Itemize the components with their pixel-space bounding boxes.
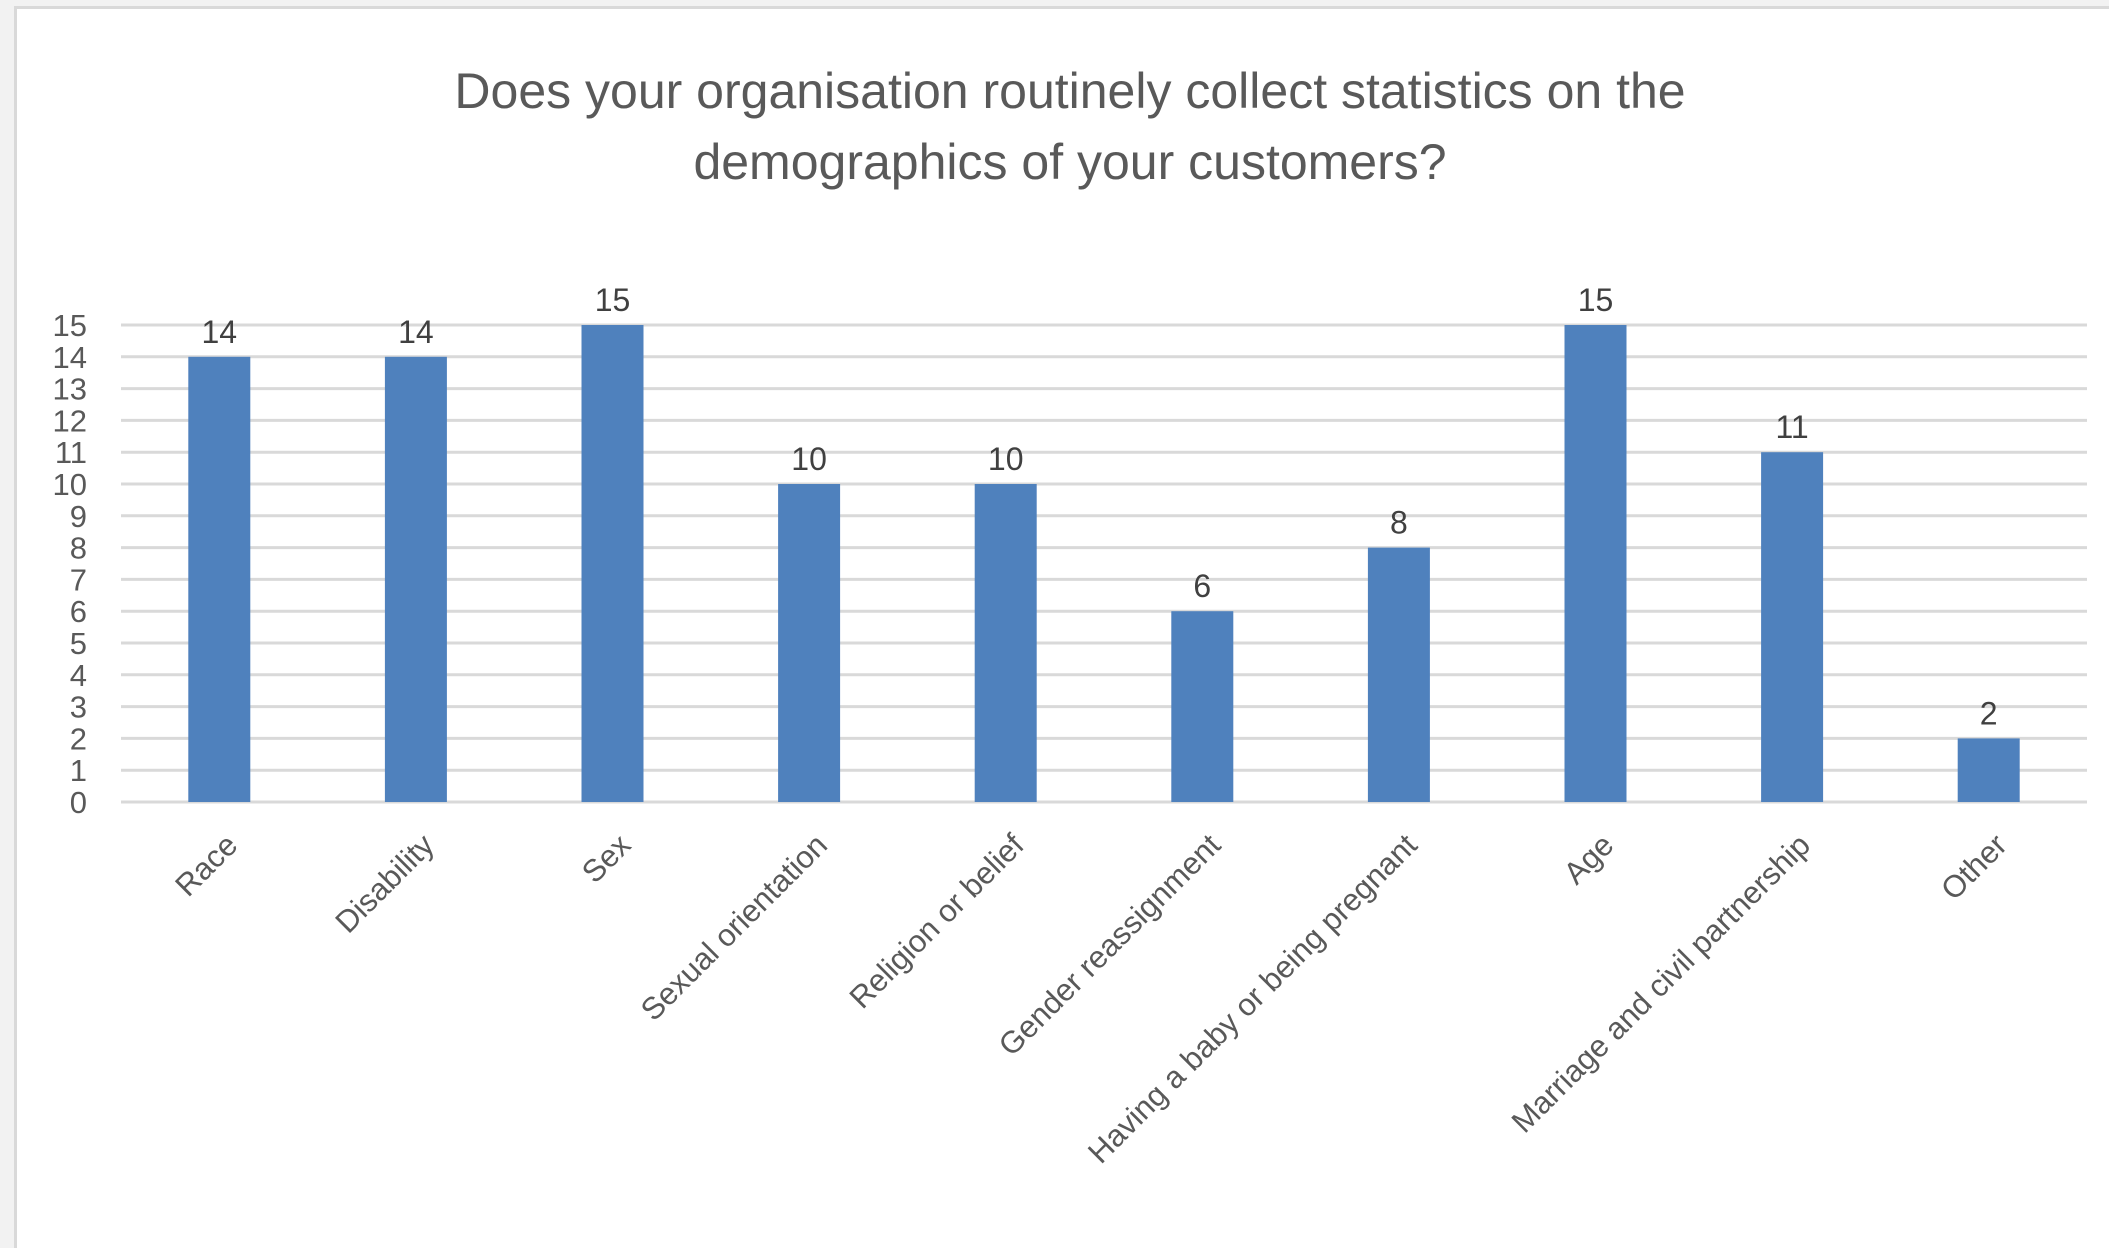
data-label: 14: [398, 314, 434, 350]
data-label: 15: [1578, 282, 1614, 318]
bar: [1957, 738, 2020, 802]
data-label: 15: [595, 282, 631, 318]
y-tick-label: 1: [70, 753, 87, 788]
y-tick-label: 5: [70, 626, 87, 661]
data-label: 6: [1193, 568, 1211, 604]
data-label: 10: [791, 441, 827, 477]
x-tick-label: Marriage and civil partnership: [1505, 827, 1817, 1139]
x-tick-label: Religion or belief: [843, 827, 1031, 1015]
y-tick-label: 6: [70, 594, 87, 629]
bar: [1564, 325, 1627, 802]
gridlines: [121, 323, 2087, 804]
bar: [1171, 611, 1234, 802]
y-tick-label: 7: [70, 562, 87, 597]
chart-title-line-1: Does your organisation routinely collect…: [454, 63, 1685, 119]
y-tick-label: 10: [53, 467, 87, 502]
y-tick-label: 14: [53, 340, 87, 375]
y-tick-label: 2: [70, 721, 87, 756]
chart-title: Does your organisation routinely collect…: [454, 63, 1685, 190]
bar: [1761, 452, 1824, 802]
chart-frame: Does your organisation routinely collect…: [14, 6, 2109, 1248]
y-tick-label: 4: [70, 658, 87, 693]
bar-chart: Does your organisation routinely collect…: [53, 63, 2087, 1170]
bars: [188, 325, 2020, 802]
x-tick-label: Age: [1557, 827, 1621, 891]
y-tick-label: 0: [70, 785, 87, 820]
y-tick-label: 15: [53, 308, 87, 343]
chart-title-line-2: demographics of your customers?: [693, 134, 1446, 190]
bar: [581, 325, 644, 802]
y-tick-label: 9: [70, 499, 87, 534]
y-tick-label: 13: [53, 372, 87, 407]
x-tick-label: Sex: [575, 827, 638, 890]
y-tick-label: 12: [53, 403, 87, 438]
data-labels: 14 14 15 10 10 6 8 15 11 2: [202, 282, 1998, 731]
y-tick-label: 8: [70, 531, 87, 566]
data-label: 8: [1390, 505, 1408, 541]
bar: [384, 356, 447, 802]
bar: [778, 484, 841, 802]
bar: [974, 484, 1037, 802]
x-tick-label: Gender reassignment: [992, 827, 1228, 1063]
x-tick-label: Having a baby or being pregnant: [1081, 827, 1424, 1170]
y-tick-label: 3: [70, 690, 87, 725]
data-label: 11: [1775, 409, 1808, 445]
bar: [1367, 547, 1430, 802]
x-tick-label: Sexual orientation: [634, 827, 834, 1027]
data-label: 10: [988, 441, 1024, 477]
data-label: 14: [202, 314, 238, 350]
x-tick-label: Disability: [328, 827, 441, 940]
data-label: 2: [1980, 695, 1998, 731]
x-tick-label: Race: [168, 827, 244, 903]
bar: [188, 356, 251, 802]
y-tick-label: 11: [55, 435, 87, 470]
x-tick-label: Other: [1934, 827, 2014, 907]
